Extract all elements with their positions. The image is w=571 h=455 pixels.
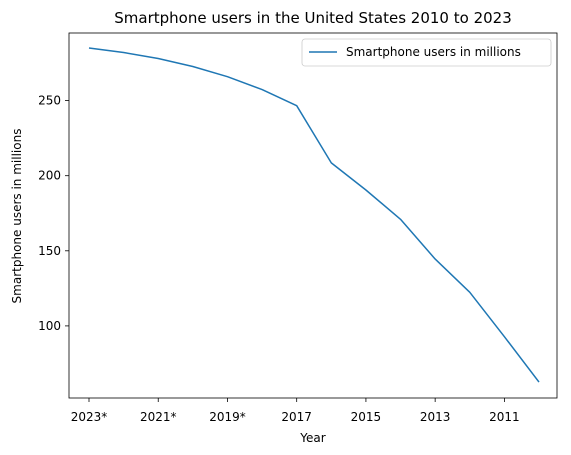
chart-title: Smartphone users in the United States 20…: [114, 9, 512, 27]
data-point: [226, 75, 229, 78]
data-point: [191, 65, 194, 68]
data-point: [468, 291, 471, 294]
x-tick-label: 2015: [351, 410, 382, 424]
y-tick-label: 150: [38, 244, 61, 258]
data-point: [399, 218, 402, 221]
data-point: [122, 51, 125, 54]
y-tick-label: 250: [38, 94, 61, 108]
legend-label: Smartphone users in millions: [346, 45, 521, 59]
data-point: [88, 47, 91, 50]
data-points: [88, 47, 541, 384]
data-point: [330, 161, 333, 164]
data-point: [157, 57, 160, 60]
x-tick-label: 2021*: [140, 410, 177, 424]
x-axis: 2023* 2021* 2019* 2017 2015 2013 2011: [71, 398, 520, 424]
data-point: [434, 258, 437, 261]
x-tick-label: 2013: [420, 410, 451, 424]
y-axis: 100 150 200 250: [38, 94, 69, 333]
plot-area: [68, 32, 558, 399]
y-axis-label: Smartphone users in millions: [10, 129, 24, 304]
data-point: [261, 88, 264, 91]
x-tick-label: 2019*: [209, 410, 246, 424]
x-tick-label: 2017: [281, 410, 312, 424]
x-tick-label: 2011: [489, 410, 520, 424]
y-tick-label: 100: [38, 319, 61, 333]
x-axis-label: Year: [299, 431, 325, 445]
data-point: [503, 335, 506, 338]
y-tick-label: 200: [38, 169, 61, 183]
legend: Smartphone users in millions: [301, 38, 552, 67]
legend-box: [301, 38, 552, 67]
data-point: [538, 381, 541, 384]
data-point: [364, 189, 367, 192]
series-line-smartphone-users: [88, 47, 540, 383]
data-point: [295, 104, 298, 107]
x-tick-label: 2023*: [71, 410, 108, 424]
